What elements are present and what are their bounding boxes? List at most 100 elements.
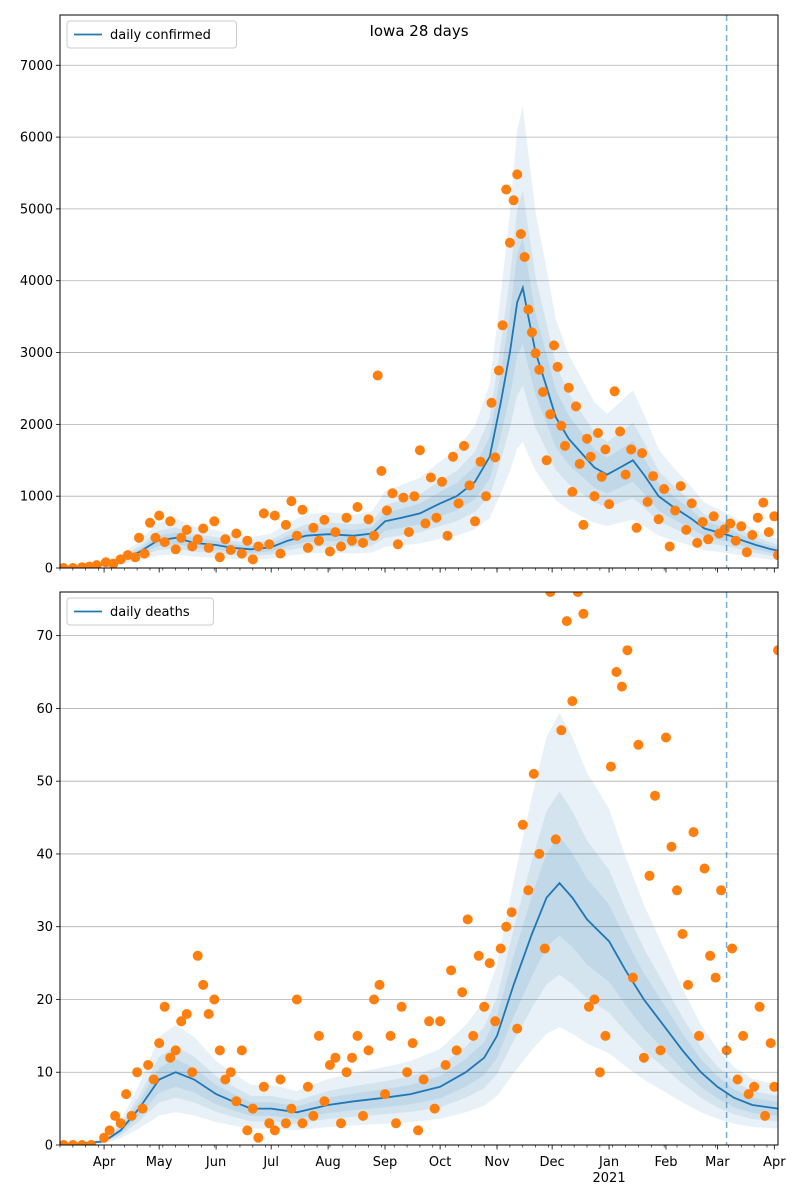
data-point (600, 444, 611, 455)
data-point (313, 535, 324, 546)
legend: daily confirmed (66, 20, 237, 49)
data-point (653, 514, 664, 525)
data-point (231, 528, 242, 539)
data-point (622, 645, 633, 656)
x-tick-label: Aug (315, 1155, 340, 1170)
uncertainty-band (60, 791, 778, 1145)
data-point (341, 512, 352, 523)
data-point (727, 943, 738, 954)
data-point (661, 732, 671, 743)
data-point (247, 1103, 258, 1114)
data-point (130, 552, 141, 563)
data-point (159, 537, 170, 548)
data-point (473, 950, 484, 961)
data-point (154, 510, 165, 521)
data-point (688, 827, 699, 838)
data-point (504, 237, 515, 248)
data-point (176, 1016, 187, 1027)
data-point (615, 426, 626, 437)
y-tick-label: 2000 (20, 418, 53, 433)
data-point (181, 1009, 192, 1019)
data-point (143, 1060, 154, 1070)
data-point (242, 535, 253, 546)
data-point (442, 530, 453, 541)
data-point (214, 1045, 225, 1056)
data-point (418, 1074, 429, 1085)
x-tick-label: Feb (654, 1155, 677, 1170)
series-line (60, 881, 778, 1145)
data-point (236, 548, 247, 559)
data-point (358, 537, 368, 548)
data-point (574, 458, 585, 469)
data-point (664, 541, 675, 552)
x-tick-label: May (146, 1155, 173, 1170)
data-point (556, 725, 567, 736)
data-point (231, 1096, 242, 1107)
data-point (765, 1038, 776, 1049)
data-point (392, 539, 403, 550)
x-tick-label: Dec (540, 1155, 565, 1170)
data-point (754, 1001, 765, 1012)
data-point (686, 498, 697, 509)
data-point (358, 1110, 368, 1121)
data-point (369, 530, 379, 541)
x-tick-year-label: 2021 (593, 1171, 626, 1186)
x-tick-label: Mar (705, 1155, 730, 1170)
data-point (725, 518, 736, 529)
data-point (655, 1045, 666, 1056)
data-point (758, 497, 769, 508)
data-point (561, 616, 572, 627)
data-point (594, 1067, 605, 1078)
data-point (752, 512, 763, 523)
data-point (556, 420, 567, 431)
uncertainty-band (60, 712, 778, 1145)
data-point (352, 1030, 363, 1041)
data-point (493, 365, 504, 376)
data-point (154, 1038, 165, 1049)
data-point (563, 382, 574, 393)
data-point (545, 592, 556, 597)
legend-box (66, 597, 214, 626)
data-point (459, 440, 469, 451)
data-point (176, 532, 187, 543)
data-point (585, 451, 596, 462)
data-point (420, 518, 431, 529)
data-point (203, 1009, 214, 1019)
data-point (773, 550, 778, 561)
data-point (391, 1118, 401, 1129)
data-point (760, 1110, 771, 1121)
data-point (91, 560, 102, 568)
data-point (225, 1067, 236, 1078)
data-point (703, 534, 714, 545)
data-point (545, 409, 556, 420)
uncertainty-band (60, 835, 778, 1145)
data-point (732, 1074, 743, 1085)
legend-box (66, 20, 237, 49)
data-point (681, 524, 692, 535)
data-point (302, 542, 313, 553)
data-point (330, 527, 341, 538)
data-point (324, 1060, 335, 1070)
data-point (448, 451, 458, 462)
y-tick-label: 10 (36, 1066, 53, 1081)
data-point (203, 542, 214, 553)
y-tick-label: 50 (36, 775, 53, 790)
data-point (402, 1067, 413, 1078)
data-point (319, 514, 330, 525)
data-point (209, 994, 220, 1005)
data-point (363, 514, 374, 525)
data-point (501, 921, 512, 932)
data-point (264, 539, 275, 550)
data-point (692, 537, 703, 548)
data-point (115, 554, 126, 565)
data-point (431, 512, 442, 523)
data-point (578, 519, 589, 530)
data-point (642, 496, 653, 507)
data-point (773, 645, 778, 656)
data-point (297, 1118, 308, 1129)
data-point (519, 252, 530, 262)
data-point (139, 548, 150, 559)
data-point (209, 516, 220, 527)
data-point (269, 510, 280, 521)
data-point (132, 1067, 143, 1078)
